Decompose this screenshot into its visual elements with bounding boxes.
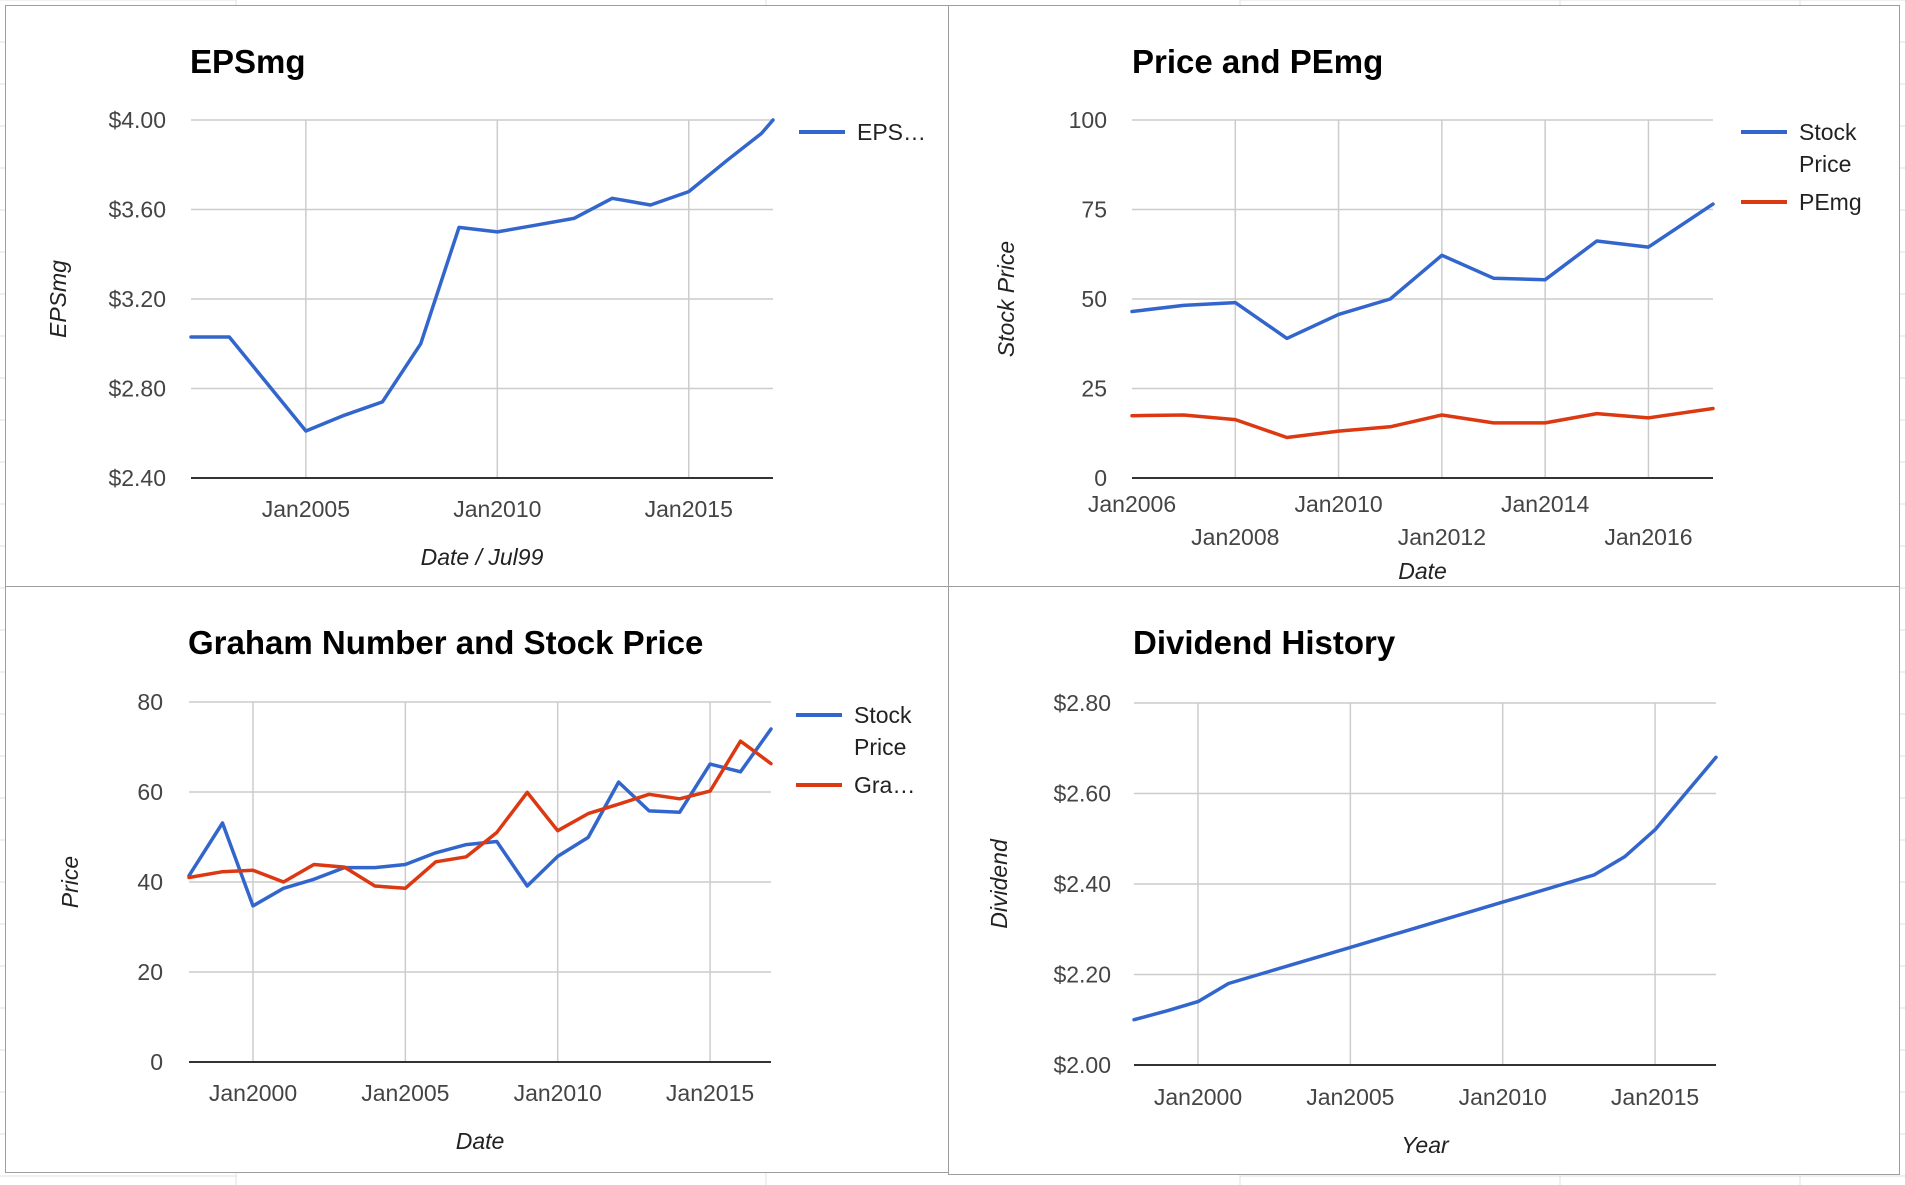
graham-x-axis-label: Date: [456, 1128, 505, 1154]
chart-dividend-history-svg: Dividend History $2.00 $2.20 $2.40 $2.60 $2.8…: [986, 624, 1718, 1158]
price-pemg-legend-label-0: Stock: [1799, 119, 1857, 145]
dividend-x-tick-label: Jan2015: [1611, 1084, 1699, 1110]
dividend-y-tick-label: $2.80: [1053, 690, 1111, 716]
epsmg-legend-label-0: EPS…: [857, 119, 926, 145]
chart-price-and-pemg-svg: Price and PEmg 0 25 50 75 100 Jan2006 Jan2008 Ja…: [993, 43, 1862, 584]
epsmg-y-tick-label: $2.40: [108, 465, 166, 491]
dividend-y-tick-label: $2.00: [1053, 1052, 1111, 1078]
epsmg-series-line-0: [189, 118, 775, 433]
epsmg-x-tick-label: Jan2005: [262, 496, 350, 522]
chart-epsmg[interactable]: EPSmg $2.40 $2.80 $3.20 $3.60 $4.00 Jan2005 Jan…: [5, 5, 950, 588]
dividend-y-axis-label: Dividend: [986, 838, 1012, 929]
price-pemg-y-tick-label: 75: [1081, 197, 1107, 223]
price-pemg-series-line-1: [1130, 406, 1715, 440]
price-pemg-x-tick-label: Jan2012: [1398, 524, 1486, 550]
graham-legend-label-0: Stock: [854, 702, 912, 728]
price-pemg-y-tick-label: 100: [1069, 107, 1107, 133]
dividend-chart-title: Dividend History: [1133, 624, 1396, 661]
price-pemg-y-tick-label: 50: [1081, 286, 1107, 312]
dividend-x-tick-label: Jan2000: [1154, 1084, 1242, 1110]
price-pemg-legend-label-0: Price: [1799, 151, 1851, 177]
price-pemg-x-tick-label: Jan2008: [1191, 524, 1279, 550]
dividend-y-tick-label: $2.60: [1053, 781, 1111, 807]
dividend-x-axis-label: Year: [1401, 1132, 1450, 1158]
price-pemg-y-tick-label: 0: [1094, 465, 1107, 491]
dividend-x-tick-label: Jan2010: [1459, 1084, 1547, 1110]
graham-y-tick-label: 0: [150, 1049, 163, 1075]
graham-series-line-1: [187, 739, 773, 891]
epsmg-y-tick-label: $4.00: [108, 107, 166, 133]
price-pemg-x-axis-label: Date: [1398, 558, 1447, 584]
price-pemg-legend-label-1: PEmg: [1799, 189, 1862, 215]
graham-y-tick-label: 40: [137, 869, 163, 895]
graham-legend-label-0: Price: [854, 734, 906, 760]
graham-y-tick-label: 20: [137, 959, 163, 985]
chart-graham-number[interactable]: Graham Number and Stock Price 0 20 40 60 80 Ja…: [5, 586, 950, 1173]
graham-y-tick-label: 80: [137, 689, 163, 715]
chart-price-and-pemg[interactable]: Price and PEmg 0 25 50 75 100 Jan2006 Jan2008 Ja…: [948, 5, 1900, 588]
price-pemg-x-tick-label: Jan2010: [1294, 491, 1382, 517]
dividend-y-tick-label: $2.20: [1053, 962, 1111, 988]
price-pemg-y-axis-label: Stock Price: [993, 241, 1019, 357]
dividend-x-tick-label: Jan2005: [1306, 1084, 1394, 1110]
price-pemg-chart-title: Price and PEmg: [1132, 43, 1383, 80]
price-pemg-x-tick-label: Jan2016: [1604, 524, 1692, 550]
graham-y-axis-label: Price: [57, 856, 83, 908]
graham-y-tick-label: 60: [137, 779, 163, 805]
dividend-series-line-0: [1132, 755, 1718, 1022]
chart-dividend-history[interactable]: Dividend History $2.00 $2.20 $2.40 $2.60 $2.8…: [948, 586, 1900, 1175]
epsmg-x-tick-label: Jan2015: [645, 496, 733, 522]
graham-x-tick-label: Jan2000: [209, 1080, 297, 1106]
graham-chart-title: Graham Number and Stock Price: [188, 624, 703, 661]
price-pemg-y-tick-label: 25: [1081, 376, 1107, 402]
epsmg-x-axis-label: Date / Jul99: [421, 544, 544, 570]
graham-x-tick-label: Jan2015: [666, 1080, 754, 1106]
dividend-y-tick-label: $2.40: [1053, 871, 1111, 897]
epsmg-y-axis-label: EPSmg: [45, 260, 71, 338]
graham-x-tick-label: Jan2005: [361, 1080, 449, 1106]
graham-x-tick-label: Jan2010: [514, 1080, 602, 1106]
price-pemg-x-tick-label: Jan2006: [1088, 491, 1176, 517]
graham-legend-label-1: Gra…: [854, 772, 915, 798]
chart-graham-number-svg: Graham Number and Stock Price 0 20 40 60 80 Ja…: [57, 624, 915, 1154]
epsmg-chart-title: EPSmg: [190, 43, 306, 80]
epsmg-y-tick-label: $3.60: [108, 197, 166, 223]
epsmg-x-tick-label: Jan2010: [453, 496, 541, 522]
price-pemg-x-tick-label: Jan2014: [1501, 491, 1589, 517]
epsmg-y-tick-label: $3.20: [108, 286, 166, 312]
price-pemg-series-line-0: [1130, 202, 1715, 341]
epsmg-y-tick-label: $2.80: [108, 376, 166, 402]
chart-epsmg-svg: EPSmg $2.40 $2.80 $3.20 $3.60 $4.00 Jan2005 Jan…: [45, 43, 926, 570]
